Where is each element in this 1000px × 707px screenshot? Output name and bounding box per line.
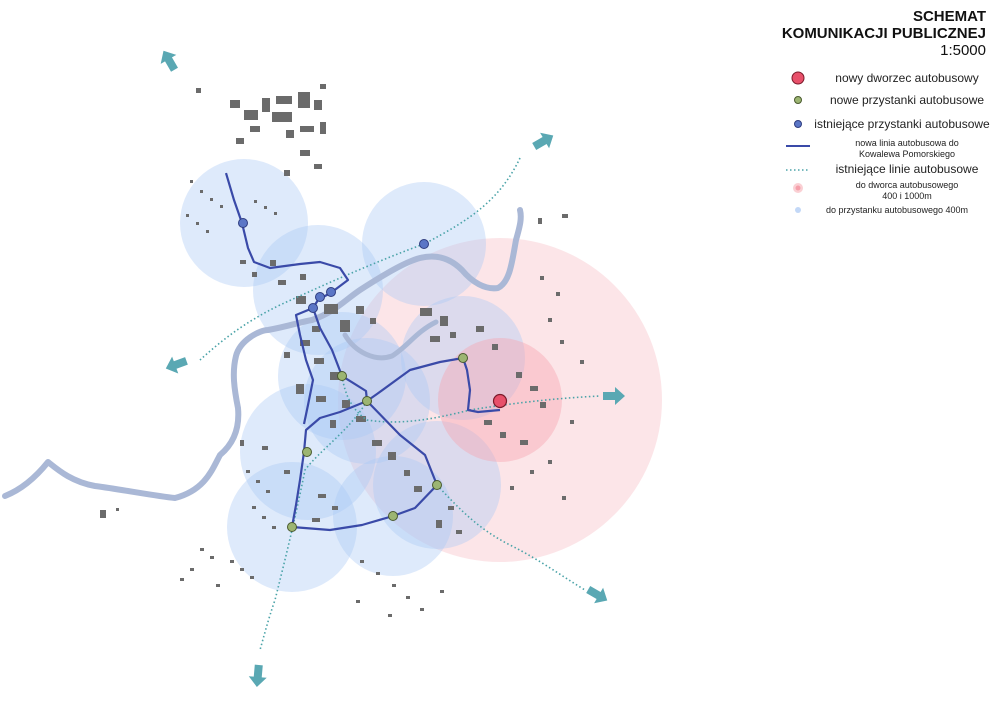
direction-arrows — [160, 50, 625, 687]
arrow-east — [603, 387, 625, 405]
arrow-south-east — [586, 586, 608, 604]
legend-label-new-stops: nowe przystanki autobusowe — [829, 93, 985, 107]
new-line-icon — [786, 145, 810, 147]
legend-label-existing-lines: istniejące linie autobusowe — [835, 162, 979, 176]
new-stops — [287, 353, 468, 532]
title-line-1: SCHEMAT — [912, 8, 986, 25]
legend-item-existing-stops: istniejące przystanki autobusowe — [780, 114, 992, 134]
river — [2, 207, 524, 501]
legend-label-stop-radius: do przystanku autobusowego 400m — [825, 205, 969, 215]
arrow-north-west — [160, 50, 178, 72]
legend-item-new-stops: nowe przystanki autobusowe — [780, 90, 992, 110]
legend-label-existing-stops: istniejące przystanki autobusowe — [814, 117, 990, 131]
legend-label-new-line-2: Kowalewa Pomorskiego — [858, 149, 956, 159]
existing-stop-icon — [794, 120, 802, 128]
bus-station-icon — [791, 71, 805, 85]
legend-item-stop-radius: do przystanku autobusowego 400m — [780, 204, 992, 224]
arrow-west — [165, 356, 188, 374]
legend-item-station-radius: do dworca autobusowego 400 i 1000m — [780, 180, 992, 204]
river-oxbow — [342, 319, 439, 361]
arrow-south — [248, 664, 267, 687]
legend-label-station-radius-1: do dworca autobusowego — [855, 180, 959, 190]
new-stop-icon — [794, 96, 802, 104]
stop-radius-icon — [795, 207, 801, 213]
legend-item-bus-station: nowy dworzec autobusowy — [780, 68, 992, 88]
buildings — [100, 84, 584, 617]
map-scale: 1:5000 — [940, 42, 986, 59]
legend-label-bus-station: nowy dworzec autobusowy — [835, 71, 979, 85]
existing-line-icon — [786, 169, 810, 171]
arrow-north-east — [532, 132, 554, 150]
map-title: SCHEMAT KOMUNIKACJI PUBLICZNEJ 1:5000 — [782, 8, 986, 59]
legend-label-station-radius-2: 400 i 1000m — [882, 191, 932, 201]
legend-item-new-line: nowa linia autobusowa do Kowalewa Pomors… — [780, 138, 992, 162]
new-bus-line — [224, 172, 501, 532]
legend-label-new-line-1: nowa linia autobusowa do — [855, 138, 959, 148]
station-radius-icon — [793, 183, 803, 193]
legend-item-existing-lines: istniejące linie autobusowe — [780, 162, 992, 182]
title-line-2: KOMUNIKACJI PUBLICZNEJ — [781, 25, 986, 42]
existing-stops — [238, 218, 429, 313]
bus-station-marker — [492, 393, 508, 409]
